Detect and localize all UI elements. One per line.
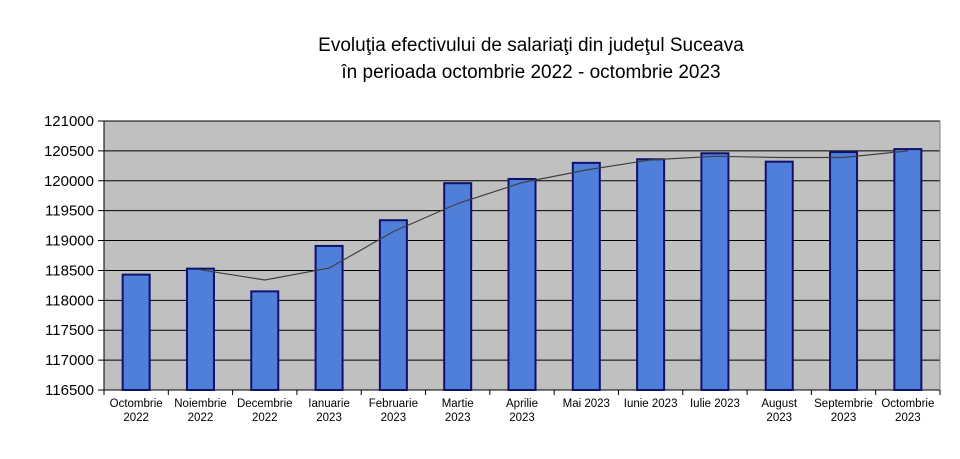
- y-tick-label: 120000: [44, 173, 94, 190]
- x-tick-label: Martie: [442, 398, 474, 410]
- y-tick-label: 117000: [45, 352, 94, 369]
- x-tick-label: 2022: [123, 412, 149, 424]
- bar: [764, 160, 794, 391]
- chart-title: Evoluţia efectivului de salariaţi din ju…: [318, 35, 744, 56]
- bar: [893, 148, 923, 391]
- bar: [250, 290, 280, 391]
- bar: [636, 158, 666, 391]
- x-tick-label: Septembrie: [814, 398, 873, 410]
- bar: [121, 273, 151, 391]
- y-tick-label: 118500: [45, 262, 94, 279]
- y-tick-label: 118000: [45, 292, 94, 309]
- bar: [829, 151, 859, 391]
- y-tick-label: 117500: [45, 322, 94, 339]
- bar: [507, 177, 537, 391]
- x-tick-label: 2023: [831, 412, 857, 424]
- x-tick-label: 2022: [188, 412, 214, 424]
- trend-line: [200, 150, 908, 281]
- x-tick-label: 2023: [509, 412, 535, 424]
- x-tick-label: Decembrie: [237, 398, 293, 410]
- x-tick-label: 2023: [895, 412, 921, 424]
- x-tick-label: 2022: [252, 412, 278, 424]
- x-tick-label: Noiembrie: [174, 398, 226, 410]
- bar: [378, 219, 408, 391]
- x-tick-label: Iulie 2023: [690, 398, 740, 410]
- bar: [700, 152, 730, 391]
- bar: [571, 161, 601, 391]
- chart-subtitle: în perioada octombrie 2022 - octombrie 2…: [340, 62, 720, 83]
- x-tick-label: Mai 2023: [563, 398, 610, 410]
- x-tick-label: Februarie: [369, 398, 418, 410]
- x-tick-label: 2023: [316, 412, 342, 424]
- x-tick-label: August: [761, 398, 798, 410]
- x-tick-label: 2023: [445, 412, 471, 424]
- y-tick-label: 120500: [44, 143, 94, 160]
- bar: [185, 267, 215, 392]
- x-tick-label: Iunie 2023: [624, 398, 678, 410]
- x-tick-label: 2023: [766, 412, 792, 424]
- plot-area: 116500 117000 117500 118000 118500 119000 1195…: [44, 113, 941, 424]
- y-tick-label: 119500: [45, 203, 94, 220]
- x-tick-label: Octombrie: [881, 398, 934, 410]
- x-tick-label: 2023: [381, 412, 407, 424]
- y-tick-label: 116500: [45, 382, 94, 399]
- x-tick-label: Aprilie: [506, 398, 538, 410]
- y-tick-label: 119000: [45, 233, 94, 250]
- x-tick-label: Ianuarie: [308, 398, 350, 410]
- bar: [443, 182, 473, 391]
- y-tick-label: 121000: [44, 113, 94, 130]
- x-tick-label: Octombrie: [110, 398, 163, 410]
